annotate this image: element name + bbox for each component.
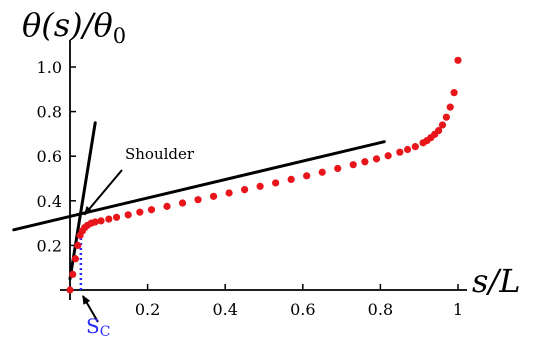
data-point	[272, 179, 280, 187]
y-tick-label: 0.6	[37, 147, 62, 166]
y-tick-label: 0.4	[37, 192, 62, 211]
fit-line	[12, 140, 386, 232]
data-point	[411, 143, 419, 151]
data-point	[105, 215, 113, 223]
y-tick-label: 1.0	[37, 58, 62, 77]
data-point	[435, 126, 443, 135]
data-point	[225, 189, 233, 197]
data-point	[403, 145, 412, 154]
data-point	[112, 213, 121, 221]
y-tick-label: 0.8	[37, 103, 62, 122]
data-point	[194, 196, 202, 204]
y-tick-label: 0.2	[37, 236, 62, 255]
data-point	[241, 186, 249, 194]
data-point	[318, 168, 326, 176]
sc-arrow	[81, 295, 99, 323]
data-point	[209, 192, 218, 200]
sc-label: SC	[86, 314, 110, 340]
x-tick-label: 0.6	[290, 300, 315, 319]
data-point	[372, 155, 381, 163]
data-point	[147, 206, 156, 214]
data-point	[438, 121, 447, 129]
data-point	[71, 255, 80, 263]
data-point	[450, 89, 458, 97]
data-point	[334, 164, 342, 173]
x-ticks: 0.2 0.4 0.6 0.8 1	[135, 284, 463, 319]
shoulder-arrow	[83, 169, 123, 216]
data-point	[69, 270, 77, 278]
data-point	[384, 152, 392, 160]
fit-lines	[12, 121, 386, 281]
data-point	[442, 113, 450, 121]
data-point	[454, 56, 462, 64]
data-point	[178, 199, 187, 207]
x-tick-label: 0.8	[368, 300, 393, 319]
data-point	[396, 148, 404, 156]
data-point	[287, 175, 295, 183]
x-axis-title: s/L	[472, 262, 520, 300]
data-point	[74, 241, 82, 249]
y-ticks: 0.2 0.4 0.6 0.8 1.0	[37, 58, 76, 255]
data-points	[66, 56, 462, 294]
data-point	[97, 217, 105, 225]
y-axis-title: θ(s)/θ0	[22, 6, 126, 48]
data-point	[124, 211, 132, 219]
x-tick-label: 0.2	[135, 300, 160, 319]
x-tick-label: 1	[453, 300, 463, 319]
data-point	[136, 208, 144, 216]
sc-annotation: SC	[81, 295, 110, 340]
data-point	[91, 218, 99, 226]
shoulder-annotation: Shoulder	[83, 145, 195, 216]
x-tick-label: 0.4	[212, 300, 237, 319]
data-point	[256, 182, 264, 190]
data-point	[361, 158, 369, 166]
data-point	[446, 103, 454, 111]
data-point	[163, 202, 171, 210]
data-point	[349, 161, 357, 169]
data-point	[303, 172, 311, 180]
data-point	[66, 286, 74, 294]
fit-line	[68, 121, 97, 281]
shoulder-label: Shoulder	[125, 145, 195, 163]
